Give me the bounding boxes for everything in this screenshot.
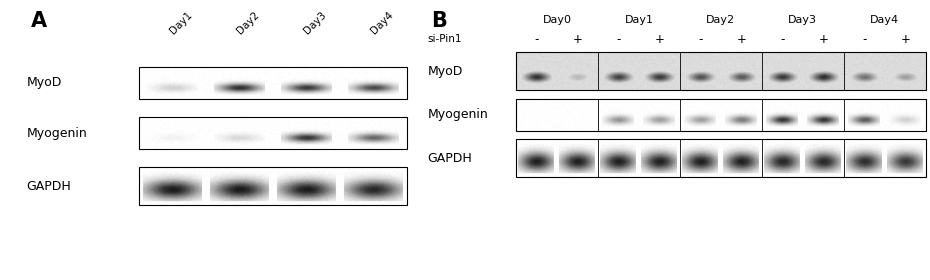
Bar xyxy=(516,99,925,131)
Text: Day3: Day3 xyxy=(789,15,817,25)
Text: Myogenin: Myogenin xyxy=(428,108,488,121)
Text: -: - xyxy=(780,33,785,46)
Bar xyxy=(139,67,406,99)
Text: Day2: Day2 xyxy=(235,10,261,36)
Text: Day4: Day4 xyxy=(870,15,899,25)
Text: si-Pin1: si-Pin1 xyxy=(428,34,462,44)
Text: -: - xyxy=(617,33,620,46)
Text: GAPDH: GAPDH xyxy=(428,152,472,165)
Text: +: + xyxy=(573,33,582,46)
Bar xyxy=(516,139,925,177)
Text: A: A xyxy=(31,11,46,31)
Text: -: - xyxy=(862,33,867,46)
Text: MyoD: MyoD xyxy=(27,76,62,89)
Text: Day3: Day3 xyxy=(302,10,328,36)
Text: +: + xyxy=(818,33,829,46)
Text: GAPDH: GAPDH xyxy=(27,180,72,193)
Text: -: - xyxy=(535,33,538,46)
Text: +: + xyxy=(655,33,664,46)
Text: MyoD: MyoD xyxy=(428,65,463,78)
Text: Day1: Day1 xyxy=(624,15,654,25)
Text: +: + xyxy=(900,33,910,46)
Text: Day0: Day0 xyxy=(542,15,572,25)
Text: +: + xyxy=(737,33,747,46)
Text: -: - xyxy=(698,33,703,46)
Bar xyxy=(139,117,406,149)
Bar xyxy=(139,167,406,205)
Text: Day2: Day2 xyxy=(707,15,736,25)
Text: Myogenin: Myogenin xyxy=(27,127,87,139)
Text: B: B xyxy=(432,11,447,31)
Text: Day4: Day4 xyxy=(369,10,395,36)
Text: Day1: Day1 xyxy=(168,10,194,36)
Bar xyxy=(516,53,925,90)
